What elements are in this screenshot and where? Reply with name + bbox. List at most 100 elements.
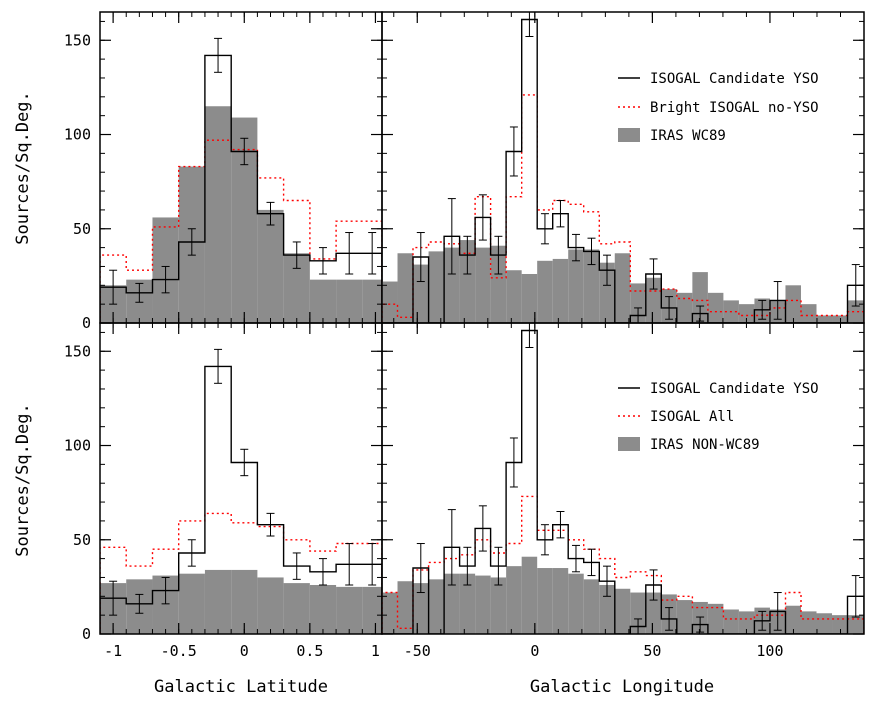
- iras-bar: [204, 106, 232, 323]
- iras-bar: [785, 285, 801, 323]
- iras-bar: [537, 260, 553, 323]
- iras-bar: [475, 575, 491, 634]
- y-tick-label: 100: [64, 437, 91, 455]
- iras-bar: [816, 613, 833, 634]
- x-tick-label: 50: [643, 642, 661, 660]
- legend-top-dotted-label: Bright ISOGAL no-YSO: [650, 100, 819, 116]
- iras-bar: [692, 272, 708, 323]
- panel-bottom-left: -1 -0.5 0 0.5 1 0 50 100 150: [64, 322, 383, 660]
- iras-bar: [568, 573, 584, 634]
- legend-top-step-label: ISOGAL Candidate YSO: [650, 71, 819, 87]
- iras-bar: [630, 283, 646, 323]
- iras-bar: [847, 615, 864, 634]
- ylabel-top: Sources/Sq.Deg.: [13, 91, 33, 245]
- panel-top-left: 0 50 100 150: [64, 11, 383, 332]
- iras-bar: [362, 586, 382, 634]
- y-tick-label: 0: [82, 314, 91, 332]
- x-tick-label: 0.5: [296, 642, 323, 660]
- iras-bar: [676, 600, 693, 634]
- isogal-dotted-line: [382, 94, 864, 323]
- panel-plot-area: [382, 323, 864, 634]
- iras-bar: [599, 584, 615, 634]
- iras-bar: [413, 264, 429, 323]
- y-tick-label: 150: [64, 342, 91, 360]
- iras-bar: [738, 611, 755, 634]
- legend-bottom: ISOGAL Candidate YSO ISOGAL All IRAS NON…: [618, 381, 819, 453]
- isogal-dotted-line: [382, 495, 864, 634]
- ylabel-bottom: Sources/Sq.Deg.: [13, 403, 33, 557]
- iras-bar: [583, 249, 600, 323]
- panels-layer: 0 50 100 150 -1 -0.5 0 0.5 1 0 50 100 150 -50 0 50 100: [64, 11, 865, 660]
- panel-plot-area: [100, 348, 382, 634]
- iras-bar: [614, 588, 631, 634]
- y-tick-label: 100: [64, 126, 91, 144]
- iras-bar: [738, 304, 755, 323]
- iras-bar: [475, 247, 491, 323]
- iras-bar: [568, 249, 584, 323]
- iras-bar: [444, 247, 460, 323]
- iras-bar: [614, 253, 631, 323]
- iras-bar: [397, 253, 414, 323]
- iras-bar: [847, 300, 864, 323]
- iras-bar: [645, 592, 662, 634]
- iras-bar: [459, 573, 476, 634]
- y-tick-label: 0: [82, 625, 91, 643]
- iras-bar: [257, 577, 284, 634]
- iras-bar: [583, 579, 600, 634]
- x-tick-label: 100: [756, 642, 783, 660]
- iras-bar: [506, 566, 522, 634]
- iras-bar: [362, 279, 382, 323]
- iras-bar: [204, 569, 232, 634]
- iras-bar: [521, 273, 538, 323]
- y-tick-label: 50: [73, 531, 91, 549]
- iras-bar: [428, 579, 445, 634]
- iras-bar: [309, 584, 337, 634]
- yso-step-line: [100, 54, 382, 323]
- panel-frame: [381, 322, 865, 635]
- iras-bar: [800, 304, 817, 323]
- panel-top-right: [381, 11, 865, 324]
- iras-bar: [785, 605, 801, 634]
- iras-bar: [552, 568, 569, 634]
- xlabel-latitude: Galactic Latitude: [154, 677, 328, 697]
- iras-bar: [490, 577, 507, 634]
- iras-bar: [178, 573, 205, 634]
- yso-step-line: [382, 329, 864, 634]
- x-tick-label: 1: [371, 642, 380, 660]
- legend-top-filled-label: IRAS WC89: [650, 128, 726, 144]
- iras-bar: [832, 315, 848, 323]
- iras-bar: [723, 609, 739, 634]
- iras-bar: [336, 279, 363, 323]
- iras-bar: [413, 583, 429, 634]
- panel-plot-area: [100, 37, 382, 323]
- iras-bar: [397, 581, 414, 634]
- isogal-dotted-line: [100, 139, 382, 323]
- iras-bar: [428, 251, 445, 323]
- iras-bar: [800, 611, 817, 634]
- legend-bottom-filled-label: IRAS NON-WC89: [650, 437, 760, 453]
- iras-bar: [459, 240, 476, 323]
- y-tick-label: 50: [73, 220, 91, 238]
- iras-bar: [832, 615, 848, 634]
- x-tick-label: -0.5: [161, 642, 197, 660]
- iras-bar: [816, 315, 833, 323]
- iras-bar: [382, 592, 398, 634]
- iras-bar: [707, 603, 724, 634]
- legend-bottom-dotted-label: ISOGAL All: [650, 409, 734, 425]
- iras-bar: [444, 573, 460, 634]
- panel-plot-area: [382, 12, 864, 323]
- yso-step-line: [100, 365, 382, 634]
- iras-bar: [283, 583, 310, 634]
- legend-bottom-filled-swatch: [618, 437, 640, 451]
- iras-bar: [552, 258, 569, 323]
- xlabel-longitude: Galactic Longitude: [530, 677, 714, 697]
- iras-bar: [382, 281, 398, 323]
- legend-bottom-step-label: ISOGAL Candidate YSO: [650, 381, 819, 397]
- iras-bar: [676, 292, 693, 323]
- iras-bar: [707, 292, 724, 323]
- yso-step-line: [382, 18, 864, 323]
- iras-bar: [599, 262, 615, 323]
- iras-bar: [506, 270, 522, 323]
- x-tick-label: -50: [404, 642, 431, 660]
